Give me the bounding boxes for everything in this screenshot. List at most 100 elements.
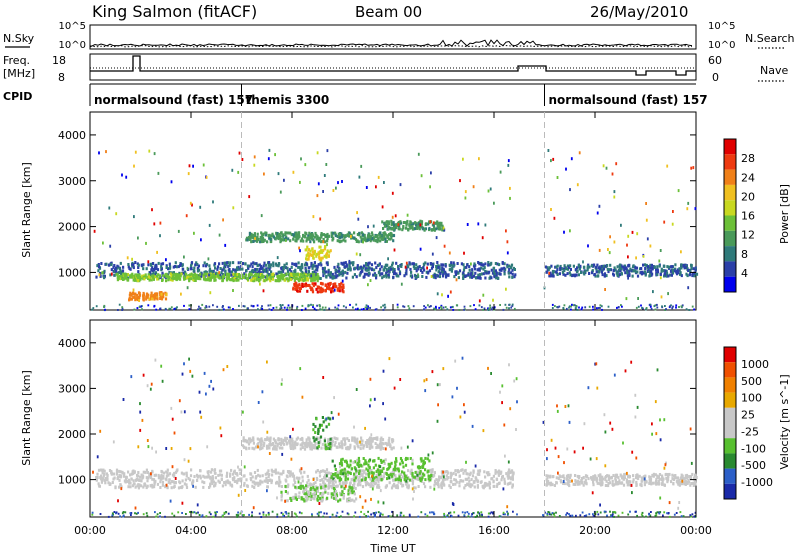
echo-cell [119, 474, 122, 478]
echo-cell [319, 251, 322, 254]
echo-cell [312, 256, 315, 260]
echo-cell [470, 478, 473, 481]
echo-cell [329, 484, 333, 488]
echo-cell [495, 276, 498, 280]
echo-cell [164, 297, 168, 301]
echo-cell [194, 485, 197, 489]
echo-cell [116, 264, 119, 268]
echo-cell [419, 469, 422, 473]
echo-cell [666, 477, 669, 481]
echo-cell [594, 274, 597, 278]
echo-cell [331, 443, 334, 447]
echo-cell [167, 277, 170, 281]
echo-cell [133, 274, 136, 278]
echo-cell [293, 262, 296, 266]
echo-cell [307, 436, 310, 440]
echo-cell [372, 476, 375, 480]
echo-cell [305, 254, 308, 258]
ground-scatter-cell [216, 305, 219, 308]
echo-cell [327, 273, 330, 277]
ground-scatter-cell [557, 306, 559, 309]
echo-cell [144, 470, 147, 474]
scatter-echo-cell [332, 189, 335, 192]
echo-cell [231, 484, 234, 488]
echo-cell [227, 481, 230, 485]
colorbar-segment [724, 139, 736, 155]
echo-cell [307, 251, 310, 255]
echo-cell [161, 483, 164, 487]
echo-cell [184, 478, 187, 482]
echo-cell [325, 275, 328, 279]
echo-cell [511, 275, 514, 279]
echo-cell [268, 443, 271, 447]
echo-cell [294, 235, 297, 239]
echo-cell [298, 231, 301, 235]
echo-cell [317, 432, 320, 435]
echo-cell [338, 289, 341, 293]
ground-scatter-cell [312, 306, 314, 309]
echo-cell [572, 264, 575, 268]
echo-cell [254, 476, 258, 480]
echo-cell [340, 440, 343, 444]
echo-cell [346, 271, 349, 275]
echo-cell [344, 472, 347, 476]
echo-cell [289, 437, 292, 441]
echo-cell [596, 481, 599, 485]
scatter-echo-cell [417, 273, 419, 277]
echo-cell [323, 439, 326, 443]
echo-cell [214, 266, 217, 270]
scatter-echo-cell [157, 171, 160, 175]
scatter-echo-cell [692, 166, 695, 170]
echo-cell [439, 271, 442, 275]
y-tick-label: 2000 [58, 221, 86, 234]
echo-cell [274, 237, 277, 241]
echo-cell [652, 472, 655, 476]
echo-cell [568, 271, 571, 275]
echo-cell [286, 266, 289, 270]
echo-cell [389, 267, 393, 271]
echo-cell [364, 480, 367, 484]
echo-cell [101, 471, 104, 475]
echo-cell [503, 272, 506, 276]
echo-cell [396, 484, 399, 488]
echo-cell [367, 261, 370, 265]
echo-cell [160, 476, 164, 480]
echo-cell [328, 485, 331, 489]
echo-cell [320, 235, 323, 239]
echo-cell [242, 436, 245, 440]
echo-cell [377, 456, 380, 460]
echo-cell [306, 245, 309, 249]
ground-scatter-cell [670, 304, 672, 307]
echo-cell [185, 471, 188, 475]
ground-scatter-cell [296, 307, 298, 310]
echo-cell [481, 484, 484, 488]
echo-cell [256, 263, 260, 267]
echo-cell [302, 234, 305, 238]
echo-cell [497, 482, 501, 485]
echo-cell [327, 422, 331, 426]
echo-cell [197, 274, 200, 278]
echo-cell [593, 263, 596, 267]
echo-cell [303, 263, 306, 267]
ground-scatter-cell [473, 304, 475, 307]
echo-cell [400, 459, 403, 463]
echo-cell [333, 464, 336, 468]
freq-tick-left-bottom: 8 [58, 71, 65, 84]
echo-cell [625, 267, 628, 271]
echo-cell [272, 261, 275, 265]
echo-cell [246, 484, 249, 488]
echo-cell [608, 481, 612, 485]
echo-cell [369, 443, 372, 447]
echo-cell [384, 221, 387, 225]
echo-cell [134, 274, 137, 278]
echo-cell [391, 438, 394, 442]
echo-cell [308, 445, 311, 449]
echo-cell [358, 231, 361, 235]
echo-cell [648, 274, 652, 278]
echo-cell [132, 469, 135, 473]
echo-cell [346, 437, 349, 441]
echo-cell [307, 478, 310, 482]
echo-cell [200, 275, 203, 278]
echo-cell [296, 442, 299, 446]
